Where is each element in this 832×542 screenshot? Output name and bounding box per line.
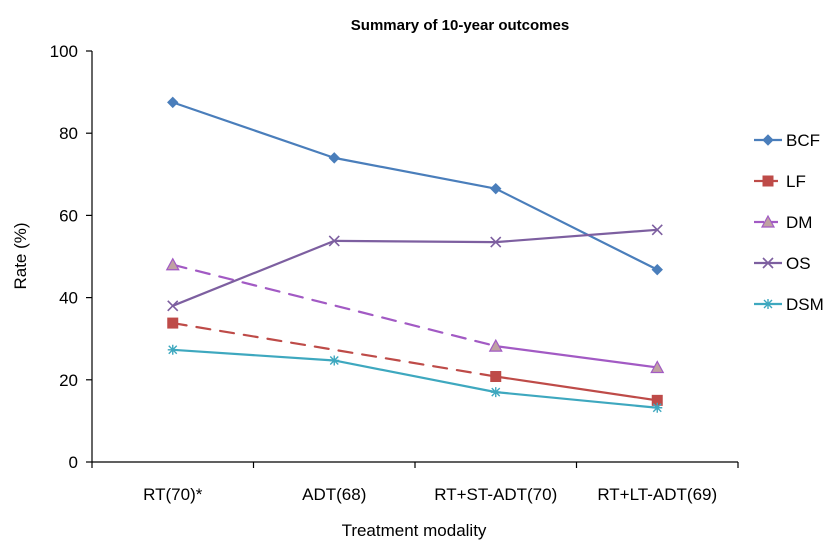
x-tick-label: RT+ST-ADT(70)	[434, 485, 557, 504]
series-line-os	[171, 239, 336, 307]
series-bcf	[167, 96, 663, 276]
legend-label-dm: DM	[786, 213, 812, 232]
series-dm	[165, 257, 665, 374]
series-dsm	[167, 344, 663, 413]
data-point-bcf	[167, 96, 179, 109]
series-line-dsm	[494, 391, 659, 409]
data-point-dm	[650, 360, 665, 374]
series-line-dsm	[333, 359, 497, 394]
legend-marker-bcf	[762, 134, 774, 146]
data-point-bcf	[651, 263, 663, 276]
legend-marker-dm	[760, 214, 776, 228]
chart-title: Summary of 10-year outcomes	[351, 17, 569, 34]
series-line-bcf	[333, 156, 497, 190]
data-point-os	[328, 235, 340, 247]
series-line-bcf	[494, 187, 659, 271]
series-line-bcf	[171, 101, 336, 159]
series-line-lf	[171, 321, 497, 378]
data-point-lf	[490, 371, 502, 383]
series-line-dm	[494, 344, 659, 369]
series-line-os	[333, 239, 497, 244]
x-axis-label: Treatment modality	[342, 521, 487, 540]
series-line-lf	[494, 375, 659, 402]
plot-area: 0 20 40 60 80 100 RT(70)* ADT(68) RT+ST-ADT(70) R…	[50, 42, 739, 504]
y-axis-label: Rate (%)	[11, 222, 30, 289]
data-point-os	[651, 224, 663, 236]
y-tick-label: 100	[50, 42, 78, 61]
legend-label-dsm: DSM	[786, 295, 824, 314]
data-point-os	[167, 300, 179, 312]
y-tick-label: 20	[59, 371, 78, 390]
data-point-lf	[167, 317, 179, 329]
data-point-dsm	[167, 344, 178, 355]
series-lf	[167, 317, 663, 406]
y-tick-label: 0	[69, 453, 78, 472]
y-tick-label: 40	[59, 289, 78, 308]
y-tick-label: 80	[59, 124, 78, 143]
data-point-dm	[165, 257, 180, 271]
x-tick-label: RT+LT-ADT(69)	[597, 485, 717, 504]
series-os	[167, 224, 663, 312]
legend-label-os: OS	[786, 254, 811, 273]
legend-marker-os	[762, 257, 774, 269]
data-point-bcf	[328, 152, 340, 164]
data-point-dm	[488, 338, 503, 352]
legend-marker-lf	[762, 175, 774, 187]
series-line-dm	[171, 263, 497, 348]
legend-label-bcf: BCF	[786, 131, 820, 150]
x-tick-label: ADT(68)	[302, 485, 366, 504]
data-point-os	[490, 236, 502, 248]
data-point-dsm	[652, 402, 663, 413]
data-point-dsm	[329, 355, 340, 366]
x-tick-label: RT(70)*	[143, 485, 203, 504]
data-point-dsm	[490, 387, 501, 398]
legend: BCF LF DM OS DSM	[754, 131, 824, 314]
y-tick-label: 60	[59, 206, 78, 225]
legend-label-lf: LF	[786, 172, 806, 191]
legend-marker-dsm	[763, 299, 773, 309]
data-point-bcf	[490, 182, 502, 195]
series-line-os	[494, 228, 659, 244]
series-line-dsm	[171, 348, 336, 362]
